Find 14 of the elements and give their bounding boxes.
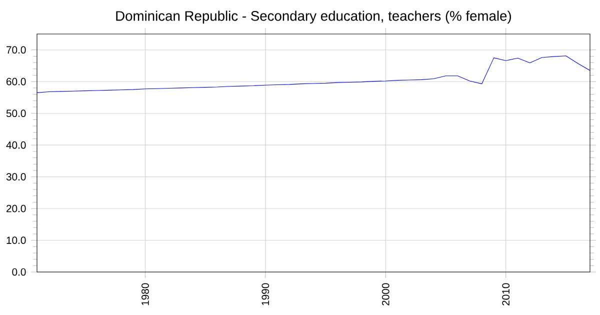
- x-tick-label: 2000: [382, 283, 390, 306]
- y-tick-label: 70.0: [6, 46, 26, 54]
- y-tick-label: 10.0: [6, 236, 26, 244]
- y-tick-label: 60.0: [6, 78, 26, 86]
- x-tick-label: 2010: [502, 283, 510, 306]
- y-tick-label: 20.0: [6, 204, 26, 212]
- y-tick-label: 40.0: [6, 141, 26, 149]
- x-tick-label: 1980: [142, 283, 149, 306]
- y-tick-label: 0.0: [12, 268, 26, 276]
- chart-title: Dominican Republic - Secondary education, teachers (% female): [116, 10, 511, 24]
- y-tick-label: 50.0: [6, 110, 26, 118]
- y-tick-label: 30.0: [6, 173, 26, 180]
- x-tick-label: 1990: [262, 283, 270, 306]
- line-series: [37, 56, 590, 93]
